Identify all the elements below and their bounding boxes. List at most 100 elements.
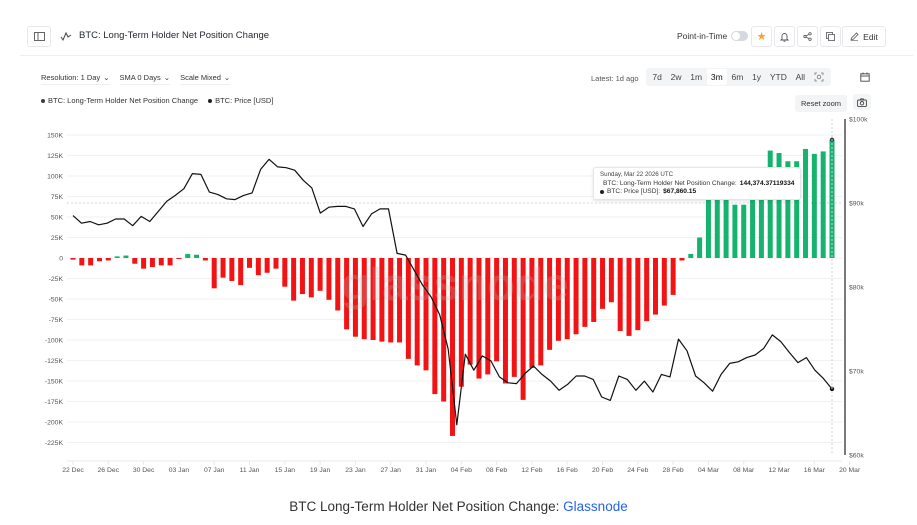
bar[interactable]	[370, 258, 376, 340]
range-3m[interactable]: 3m	[706, 69, 728, 85]
bar[interactable]	[758, 182, 764, 258]
bar[interactable]	[705, 171, 711, 258]
bar[interactable]	[158, 258, 164, 266]
alert-button[interactable]	[774, 26, 795, 47]
bar[interactable]	[247, 258, 253, 268]
bar[interactable]	[405, 258, 411, 359]
bar[interactable]	[176, 258, 182, 259]
zoom-select-button[interactable]	[809, 69, 829, 85]
bar[interactable]	[96, 258, 102, 262]
chart-plot-area[interactable]: 150K 125K 100K 75K 50K 25K 0 -25K -50K -75K -100K -…	[0, 0, 917, 490]
bar[interactable]	[202, 258, 208, 261]
bar[interactable]	[688, 253, 694, 258]
bar[interactable]	[335, 258, 341, 311]
bar[interactable]	[555, 258, 561, 341]
bar[interactable]	[538, 258, 544, 366]
bar[interactable]	[652, 258, 658, 315]
bar[interactable]	[229, 258, 235, 281]
bar[interactable]	[467, 258, 473, 365]
bar[interactable]	[476, 258, 482, 379]
bar[interactable]	[714, 173, 720, 258]
bar[interactable]	[88, 258, 94, 266]
bar[interactable]	[149, 258, 155, 268]
range-ytd[interactable]: YTD	[769, 72, 787, 82]
range-2w[interactable]: 2w	[670, 72, 682, 82]
bar[interactable]	[564, 258, 570, 340]
bar[interactable]	[644, 258, 650, 322]
legend-item-price[interactable]: BTC: Price [USD]	[208, 96, 273, 105]
bar[interactable]	[282, 258, 288, 287]
bar[interactable]	[494, 258, 500, 362]
bar[interactable]	[502, 258, 508, 384]
bar[interactable]	[785, 161, 791, 258]
bar[interactable]	[511, 258, 517, 377]
bar[interactable]	[547, 258, 553, 350]
bar[interactable]	[450, 258, 455, 436]
bar[interactable]	[308, 258, 314, 298]
bar[interactable]	[141, 258, 147, 269]
bar[interactable]	[767, 150, 773, 258]
bar[interactable]	[582, 258, 588, 327]
bar[interactable]	[79, 258, 85, 266]
bar[interactable]	[600, 258, 606, 309]
bar[interactable]	[432, 258, 438, 395]
caption-source-link[interactable]: Glassnode	[563, 499, 628, 514]
bar[interactable]	[635, 258, 641, 331]
bar[interactable]	[299, 258, 305, 295]
bar[interactable]	[803, 148, 809, 258]
bar[interactable]	[679, 258, 685, 261]
bar[interactable]	[70, 258, 76, 260]
bar[interactable]	[352, 258, 358, 337]
bar[interactable]	[608, 258, 614, 303]
bar[interactable]	[220, 258, 226, 278]
sidebar-toggle-button[interactable]	[27, 26, 51, 47]
bar[interactable]	[238, 258, 244, 286]
scale-select[interactable]: Scale Mixed ⌄	[180, 73, 231, 85]
bar[interactable]	[388, 258, 394, 343]
bar[interactable]	[132, 258, 138, 264]
bar[interactable]	[105, 258, 111, 261]
range-7d[interactable]: 7d	[652, 72, 662, 82]
bar[interactable]	[344, 258, 350, 330]
bar[interactable]	[697, 237, 703, 259]
bar[interactable]	[617, 258, 623, 331]
resolution-select[interactable]: Resolution: 1 Day ⌄	[41, 73, 110, 85]
bar[interactable]	[520, 258, 526, 400]
bar[interactable]	[291, 258, 297, 301]
bar[interactable]	[273, 258, 279, 269]
bar[interactable]	[820, 151, 826, 258]
copy-button[interactable]	[820, 26, 841, 47]
point-in-time-toggle[interactable]	[731, 31, 748, 41]
bar[interactable]	[114, 256, 120, 258]
bar[interactable]	[458, 258, 464, 387]
bar[interactable]	[776, 153, 782, 258]
bar[interactable]	[123, 255, 129, 258]
bar[interactable]	[194, 254, 200, 258]
edit-button[interactable]: Edit	[842, 26, 886, 47]
bar[interactable]	[829, 139, 835, 258]
screenshot-button[interactable]	[853, 94, 871, 110]
bar[interactable]	[326, 258, 332, 300]
bar[interactable]	[529, 258, 535, 368]
bar[interactable]	[723, 177, 729, 258]
bar[interactable]	[794, 161, 800, 258]
bar[interactable]	[485, 258, 491, 375]
bar[interactable]	[423, 258, 429, 371]
range-1m[interactable]: 1m	[690, 72, 703, 82]
bar[interactable]	[750, 198, 756, 258]
favorite-button[interactable]: ★	[751, 26, 772, 47]
bar[interactable]	[264, 258, 270, 273]
bar[interactable]	[741, 204, 747, 258]
bar[interactable]	[661, 258, 667, 306]
bar[interactable]	[626, 258, 632, 336]
bar[interactable]	[185, 253, 191, 258]
bar[interactable]	[591, 258, 597, 322]
sma-select[interactable]: SMA 0 Days ⌄	[119, 73, 171, 85]
bar[interactable]	[255, 258, 261, 276]
bar[interactable]	[397, 258, 403, 343]
reset-zoom-button[interactable]: Reset zoom	[795, 95, 848, 112]
share-button[interactable]	[797, 26, 818, 47]
bar[interactable]	[317, 258, 323, 291]
bar[interactable]	[670, 258, 676, 295]
bar[interactable]	[211, 258, 217, 289]
